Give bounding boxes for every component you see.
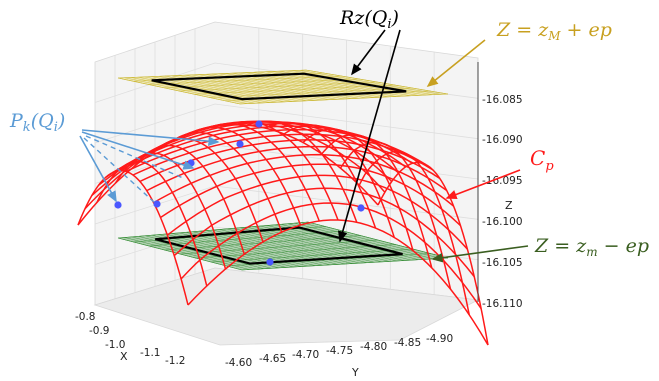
x-axis-label: X bbox=[120, 350, 128, 363]
pk-label: Pk(Qi) bbox=[9, 110, 65, 135]
z-axis-label: Z bbox=[505, 199, 513, 212]
rz-arrow-upper bbox=[351, 29, 386, 76]
rz-arrow-lower bbox=[338, 29, 401, 243]
zmax-label: Z = zM + ep bbox=[496, 19, 612, 43]
pk-arrow bbox=[81, 131, 195, 170]
upper-plane bbox=[117, 69, 449, 105]
y-tick-label: -4.85 bbox=[394, 337, 421, 349]
plane-mesh-line bbox=[148, 230, 344, 247]
plane-mesh-line bbox=[163, 78, 360, 88]
annotation-arrows bbox=[79, 29, 529, 263]
surface-line bbox=[160, 163, 462, 227]
surface-line bbox=[166, 174, 468, 250]
plane-mesh-line bbox=[239, 93, 449, 105]
y-tick-label: -4.80 bbox=[360, 341, 387, 353]
z-tick-label: -16.100 bbox=[482, 216, 523, 228]
grid-line bbox=[94, 62, 479, 103]
z-tick-label: -16.095 bbox=[482, 175, 523, 187]
plane-mesh-line bbox=[209, 87, 413, 98]
y-axis-label: Y bbox=[351, 366, 359, 379]
sample-point bbox=[357, 204, 365, 212]
y-tick-label: -4.65 bbox=[259, 353, 286, 365]
surface-line bbox=[187, 219, 489, 346]
y-tick-label: -4.75 bbox=[326, 345, 353, 357]
grid-line bbox=[94, 103, 479, 144]
surface-line bbox=[153, 153, 455, 207]
cp-arrow bbox=[445, 169, 521, 200]
y-axis: -4.60 -4.65 -4.70 -4.75 -4.80 -4.85 -4.9… bbox=[225, 333, 453, 379]
surface-line bbox=[246, 120, 358, 223]
z-tick-label: -16.085 bbox=[482, 94, 523, 106]
surface-line bbox=[377, 161, 489, 346]
pk-arrow bbox=[81, 129, 220, 146]
sample-point bbox=[153, 200, 161, 208]
surface-line bbox=[132, 133, 434, 176]
surface-line bbox=[358, 150, 470, 315]
grid-line bbox=[94, 185, 479, 225]
surface-line bbox=[321, 134, 433, 268]
y-tick-label: -4.70 bbox=[292, 349, 319, 361]
plane-mesh-line bbox=[241, 257, 449, 271]
surface-line bbox=[173, 187, 475, 278]
zmin-label: Z = zm − ep bbox=[534, 235, 649, 259]
plane-mesh-line bbox=[210, 248, 414, 263]
z-axis: -16.085 -16.090 -16.095 -16.100 -16.105 … bbox=[477, 62, 523, 310]
surface-line bbox=[180, 202, 482, 309]
x-tick-label: -1.2 bbox=[165, 355, 186, 367]
rz-label: Rz(Qi) bbox=[339, 7, 399, 32]
sample-point bbox=[266, 258, 274, 266]
y-tick-label: -4.60 bbox=[225, 357, 252, 369]
surface-line bbox=[302, 127, 414, 251]
pk-arrow bbox=[79, 135, 117, 203]
sample-point bbox=[187, 159, 195, 167]
pk-arrow-dashed bbox=[83, 137, 156, 204]
x-tick-label: -0.9 bbox=[89, 325, 110, 337]
plane-mesh-line bbox=[117, 69, 307, 79]
sample-point bbox=[236, 140, 244, 148]
z-tick-label: -16.090 bbox=[482, 134, 523, 146]
x-tick-label: -0.8 bbox=[75, 311, 96, 323]
x-tick-label: -1.0 bbox=[105, 339, 126, 351]
x-tick-label: -1.1 bbox=[140, 347, 161, 359]
cp-label: Cp bbox=[530, 146, 554, 174]
zmin-arrow bbox=[431, 245, 529, 263]
plane-rectangle bbox=[155, 226, 403, 265]
y-tick-label: -4.90 bbox=[426, 333, 453, 345]
z-tick-label: -16.105 bbox=[482, 257, 523, 269]
surface-line bbox=[146, 145, 448, 192]
plane-rectangle bbox=[151, 72, 407, 101]
surface-line bbox=[339, 141, 452, 290]
z-tick-label: -16.110 bbox=[482, 298, 523, 310]
plane-mesh-line bbox=[195, 244, 396, 259]
sample-point bbox=[114, 201, 122, 209]
surface-line bbox=[283, 124, 395, 238]
grid-line bbox=[94, 226, 479, 265]
sample-point bbox=[255, 120, 263, 128]
x-axis: -0.8 -0.9 -1.0 -1.1 -1.2 X bbox=[75, 311, 186, 367]
zmax-arrow bbox=[426, 39, 486, 88]
plane-mesh-line bbox=[178, 81, 378, 92]
plane-mesh-line bbox=[148, 75, 342, 85]
plane-mesh-line bbox=[194, 84, 395, 95]
